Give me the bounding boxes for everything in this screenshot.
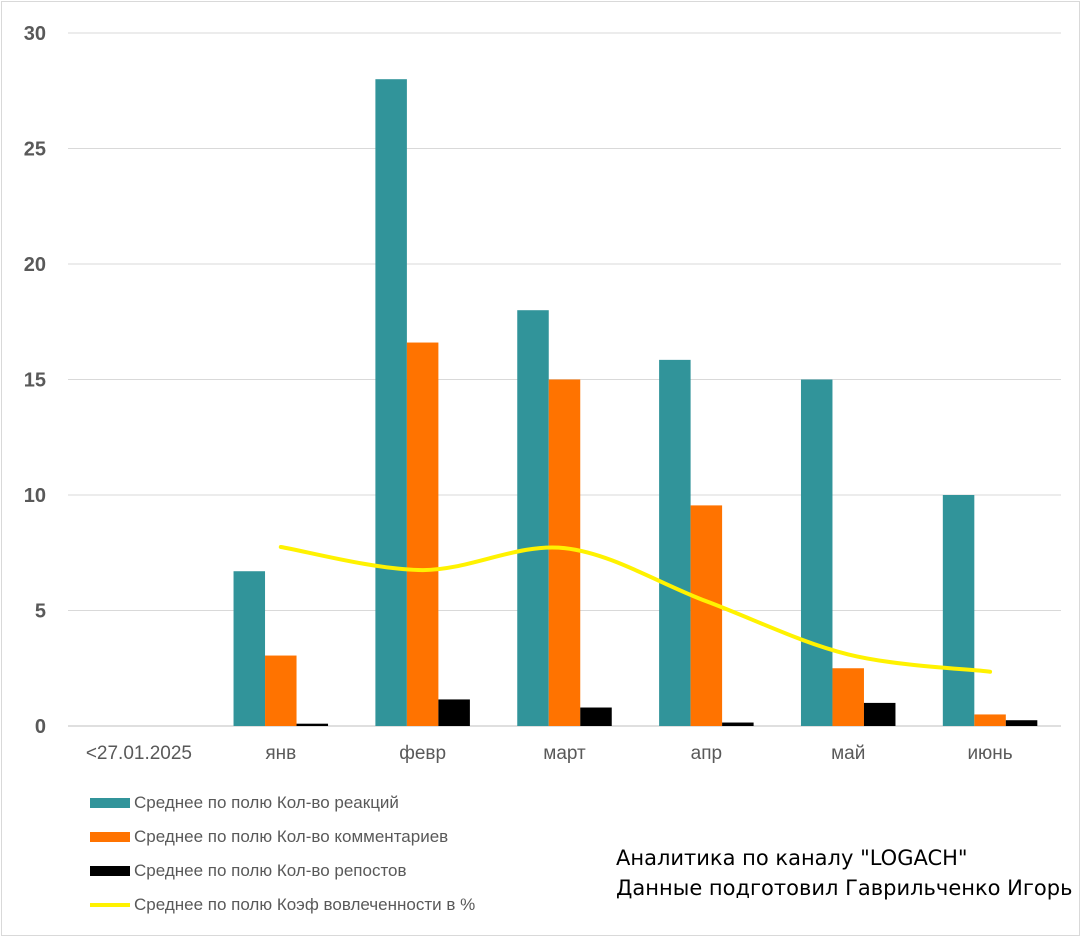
y-tick-label: 10 — [24, 485, 46, 507]
bar — [375, 79, 407, 726]
legend-swatch — [90, 866, 130, 876]
bar — [406, 342, 439, 726]
bar — [942, 495, 975, 726]
x-tick-label: февр — [399, 743, 446, 764]
bars — [233, 79, 1038, 726]
bar — [1005, 720, 1038, 726]
legend-item: Среднее по полю Кол-во репостов — [90, 856, 407, 886]
engagement-line — [278, 544, 993, 674]
bar — [800, 379, 833, 726]
legend-label: Среднее по полю Кол-во репостов — [134, 861, 407, 880]
legend-item: Среднее по полю Коэф вовлеченности в % — [90, 890, 475, 920]
x-tick-label: <27.01.2025 — [86, 743, 192, 764]
bar — [580, 707, 612, 726]
gridlines — [68, 32, 1061, 727]
legend-label: Среднее по полю Кол-во реакций — [134, 793, 399, 812]
x-tick-labels: <27.01.2025 янв февр март апр май июнь — [86, 743, 1013, 764]
x-tick-label: апр — [691, 743, 722, 764]
y-tick-label: 25 — [24, 139, 46, 161]
legend-label: Среднее по полю Кол-во комментариев — [134, 827, 449, 846]
y-tick-label: 15 — [24, 370, 46, 392]
bar — [265, 655, 297, 726]
annotation-line-2: Данные подготовил Гаврильченко Игорь — [616, 876, 1073, 900]
annotation-line-1: Аналитика по каналу "LOGACH" — [616, 846, 968, 870]
y-tick-labels: 0 5 10 15 20 25 30 — [24, 23, 46, 738]
bar — [863, 702, 896, 726]
x-tick-label: июнь — [967, 743, 1012, 764]
y-tick-label: 5 — [35, 601, 46, 623]
legend-label: Среднее по полю Коэф вовлеченности в % — [134, 895, 476, 914]
bar — [233, 571, 266, 726]
line-series — [278, 544, 993, 674]
legend-swatch — [90, 903, 130, 907]
bar — [690, 505, 723, 726]
x-tick-label: март — [543, 743, 586, 764]
y-tick-label: 30 — [24, 23, 46, 45]
legend-item: Среднее по полю Кол-во комментариев — [90, 822, 448, 852]
legend-swatch — [90, 798, 130, 808]
bar — [722, 722, 754, 726]
legend-swatch — [90, 832, 130, 842]
bar — [296, 723, 329, 726]
bar — [659, 359, 691, 726]
y-tick-label: 20 — [24, 254, 46, 276]
bar — [974, 714, 1006, 726]
x-tick-label: янв — [265, 743, 296, 764]
legend-item: Среднее по полю Кол-во реакций — [90, 788, 399, 818]
bar — [438, 699, 470, 726]
x-tick-label: май — [831, 743, 865, 764]
bar — [517, 310, 549, 726]
bar — [548, 379, 581, 726]
bar — [832, 668, 864, 726]
y-tick-label: 0 — [35, 716, 46, 738]
